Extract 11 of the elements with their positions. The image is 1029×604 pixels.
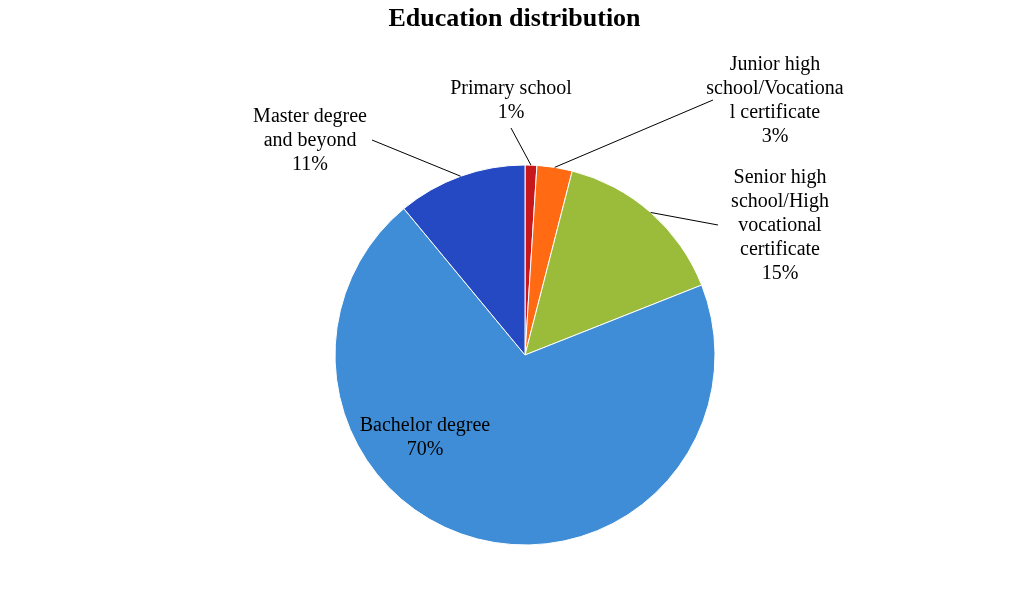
data-label: 1% [497, 100, 525, 122]
data-label: 3% [761, 124, 789, 146]
slice-label: Master degree and beyond [253, 104, 368, 151]
data-label: 11% [292, 152, 328, 174]
data-label: 15% [761, 261, 799, 283]
slice-label: Junior high school/Vocationa l certificate [706, 52, 844, 122]
data-label: 70% [406, 437, 444, 459]
slice-label: Primary school [450, 76, 573, 99]
chart-title: Education distribution [388, 3, 642, 32]
slice-label: Senior high school/High vocational certificate [731, 165, 829, 259]
slice-label: Bachelor degree [359, 413, 491, 436]
